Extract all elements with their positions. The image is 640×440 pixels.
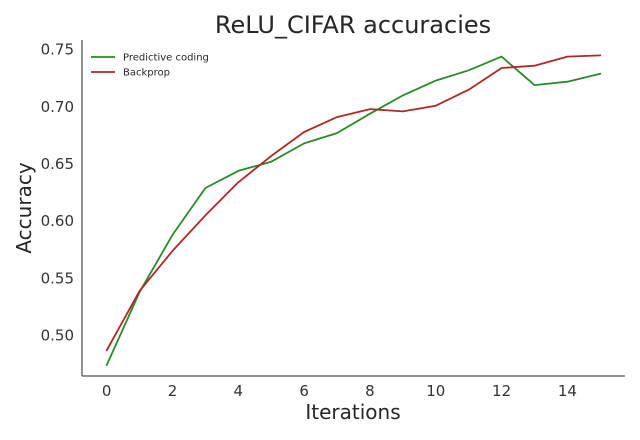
y-tick-label: 0.55 [41, 269, 74, 287]
x-tick-labels: 0 2 4 6 8 10 12 14 [102, 382, 577, 400]
y-tick-label: 0.75 [41, 41, 74, 59]
y-axis-label: Accuracy [12, 162, 36, 253]
y-tick-label: 0.60 [41, 212, 74, 230]
legend-label: Predictive coding [123, 53, 209, 64]
x-tick-label: 0 [102, 382, 112, 400]
x-tick-label: 14 [558, 382, 577, 400]
x-tick-label: 8 [365, 382, 375, 400]
legend-label: Backprop [123, 68, 170, 79]
y-tick-label: 0.50 [41, 326, 74, 344]
x-tick-label: 10 [426, 382, 445, 400]
x-tick-label: 6 [299, 382, 309, 400]
legend: Predictive coding Backprop [91, 53, 209, 79]
x-tick-label: 2 [168, 382, 178, 400]
chart-title: ReLU_CIFAR accuracies [215, 11, 491, 39]
x-tick-label: 4 [234, 382, 244, 400]
y-tick-label: 0.70 [41, 98, 74, 116]
x-axis-label: Iterations [305, 400, 400, 424]
y-tick-label: 0.65 [41, 155, 74, 173]
series-lines [105, 54, 602, 367]
y-tick-labels: 0.50 0.55 0.60 0.65 0.70 0.75 [41, 41, 74, 345]
x-tick-label: 12 [492, 382, 511, 400]
series-line-predictive-coding [105, 55, 602, 367]
series-line-backprop [105, 54, 602, 352]
